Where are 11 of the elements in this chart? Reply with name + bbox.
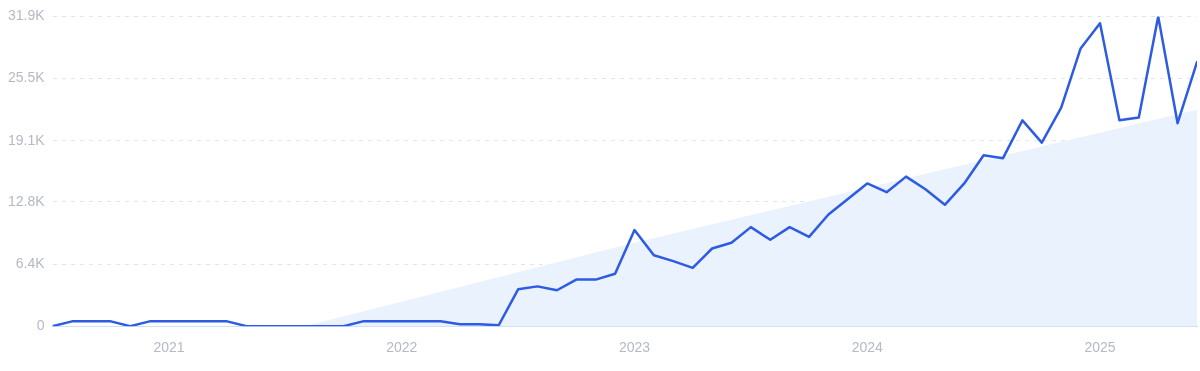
x-tick-label: 2024	[851, 339, 884, 356]
y-tick-label: 19.1K	[7, 131, 46, 148]
x-tick-label: 2025	[1084, 339, 1116, 356]
x-tick-label: 2023	[618, 339, 651, 356]
x-tick-label: 2021	[153, 339, 185, 356]
y-tick-label: 25.5K	[7, 69, 46, 86]
y-tick-label: 31.9K	[7, 7, 46, 24]
y-tick-label: 0	[36, 317, 45, 334]
x-tick-label: 2022	[386, 339, 418, 356]
y-tick-label: 12.8K	[7, 192, 46, 209]
y-tick-label: 6.4K	[15, 254, 46, 271]
